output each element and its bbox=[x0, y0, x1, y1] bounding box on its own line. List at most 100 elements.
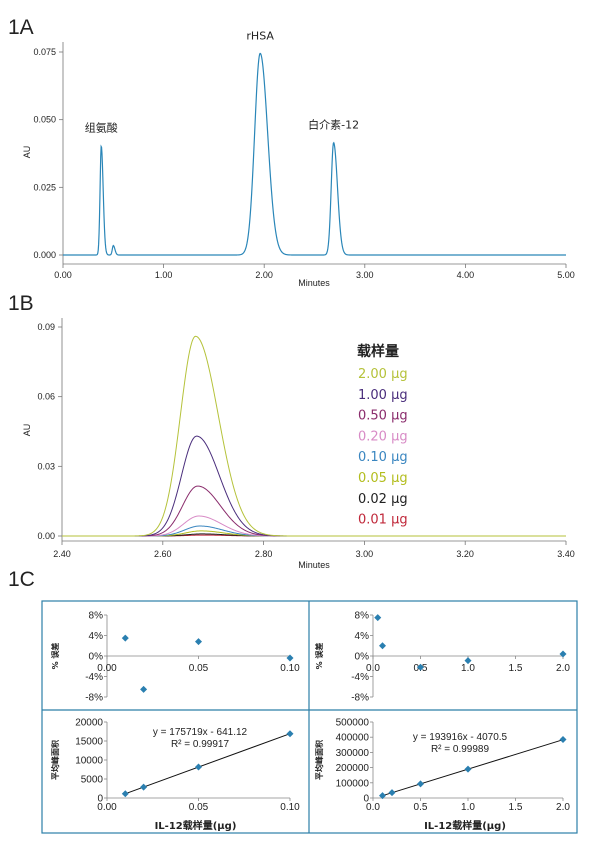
calibration-subchart: 0 100000 200000 300000 400000 500000 0.0 0.5 1.0… bbox=[314, 718, 570, 833]
calibration-subchart: 8% 4% 0% -4% -8% 0.00 0.05 0.10 % 误差 bbox=[50, 611, 300, 704]
data-point-1c bbox=[559, 735, 567, 743]
data-point-1c bbox=[121, 634, 129, 642]
x-tick-label-1c: 2.0 bbox=[556, 663, 570, 674]
x-tick-label-1b: 3.40 bbox=[557, 549, 575, 559]
x-tick-label-1a: 2.00 bbox=[255, 270, 273, 280]
chromatogram-1a: 0.00 1.00 2.00 3.00 4.00 5.00 0.000 0.025 0.050… bbox=[22, 29, 575, 288]
series-line-1b bbox=[62, 530, 566, 537]
peak-label-1a: 组氨酸 bbox=[85, 120, 118, 134]
x-tick-label-1a: 0.00 bbox=[54, 270, 72, 280]
regression-r2: R² = 0.99917 bbox=[171, 739, 230, 750]
legend-item-1b: 2.00 μg bbox=[358, 367, 408, 382]
data-point-1c bbox=[417, 780, 424, 788]
y-tick-label-1c: 8% bbox=[89, 611, 104, 622]
x-tick-label-1c: 0.05 bbox=[189, 663, 209, 674]
data-point-1c bbox=[464, 765, 472, 773]
x-tick-label-1c: 0.5 bbox=[414, 802, 428, 813]
y-tick-label-1c: 300000 bbox=[336, 748, 370, 759]
y-tick-label-1c: 8% bbox=[355, 611, 370, 622]
regression-equation: y = 175719x - 641.12 bbox=[153, 727, 248, 738]
x-tick-label-1c: 0.05 bbox=[189, 802, 209, 813]
x-tick-label-1c: 1.0 bbox=[461, 663, 475, 674]
y-tick-label-1c: 0 bbox=[363, 794, 369, 805]
y-tick-label-1b: 0.00 bbox=[37, 531, 55, 541]
data-point-1c bbox=[195, 638, 202, 646]
data-point-1c bbox=[195, 763, 202, 771]
y-tick-label-1c: 20000 bbox=[75, 718, 103, 729]
data-point-1c bbox=[121, 790, 129, 798]
panel-label-1a: 1A bbox=[8, 16, 34, 39]
y-tick-label-1c: 500000 bbox=[336, 718, 370, 729]
x-tick-label-1c: 0.10 bbox=[280, 802, 300, 813]
y-tick-label-1c: -8% bbox=[85, 693, 103, 704]
legend-item-1b: 0.05 μg bbox=[358, 471, 408, 486]
y-tick-label-1c: 4% bbox=[355, 631, 370, 642]
legend-title-1b: 载样量 bbox=[357, 343, 399, 360]
x-tick-label-1b: 2.60 bbox=[154, 549, 172, 559]
data-point-1c bbox=[559, 650, 567, 658]
panel-label-1c: 1C bbox=[8, 568, 35, 591]
y-tick-label-1c: 400000 bbox=[336, 733, 370, 744]
x-tick-label-1c: 1.0 bbox=[461, 802, 475, 813]
x-tick-label-1a: 4.00 bbox=[457, 270, 475, 280]
calibration-subchart: 8%4%0%-4%-8%0.00.51.01.52.0% 误差 bbox=[314, 611, 570, 704]
y-tick-label-1c: 4% bbox=[89, 631, 104, 642]
peak-label-1a: 白介素-12 bbox=[308, 118, 359, 132]
x-axis-label-1a: Minutes bbox=[298, 278, 330, 288]
series-line-1b bbox=[62, 335, 566, 537]
y-axis-label-1c: 平均峰面积 bbox=[50, 740, 60, 780]
data-point-1c bbox=[379, 792, 386, 800]
peak-label-1a: rHSA bbox=[246, 29, 274, 42]
x-tick-label-1c: 1.5 bbox=[509, 802, 523, 813]
series-line-1b bbox=[62, 435, 566, 537]
y-axis-label-1b: AU bbox=[22, 424, 32, 437]
x-axis-label-1b: Minutes bbox=[298, 560, 330, 570]
y-tick-label-1a: 0.025 bbox=[33, 182, 56, 192]
y-tick-label-1c: 10000 bbox=[75, 756, 103, 767]
y-tick-label-1a: 0.050 bbox=[33, 115, 56, 125]
y-tick-label-1c: 200000 bbox=[336, 763, 370, 774]
legend-item-1b: 0.02 μg bbox=[358, 492, 408, 507]
y-tick-label-1c: 100000 bbox=[336, 778, 370, 789]
x-tick-label-1b: 2.80 bbox=[255, 549, 273, 559]
y-tick-label-1c: -4% bbox=[351, 672, 369, 683]
data-point-1c bbox=[286, 654, 294, 662]
y-tick-label-1b: 0.06 bbox=[37, 392, 55, 402]
trend-line-1c bbox=[381, 739, 564, 797]
data-point-1c bbox=[140, 783, 148, 791]
legend-item-1b: 0.10 μg bbox=[358, 450, 408, 465]
x-tick-label-1c: 1.5 bbox=[509, 663, 523, 674]
x-tick-label-1c: 0.10 bbox=[280, 663, 300, 674]
x-tick-label-1c: 0.00 bbox=[97, 802, 117, 813]
y-tick-label-1b: 0.09 bbox=[37, 322, 55, 332]
y-axis-label-1c: % 误差 bbox=[50, 643, 60, 670]
calibration-subchart: 0 5000 10000 15000 20000 0.00 0.05 0.10 平均峰面积 IL-… bbox=[50, 718, 300, 833]
chromatogram-trace-1a bbox=[63, 52, 566, 256]
x-tick-label-1b: 3.20 bbox=[456, 549, 474, 559]
y-tick-label-1c: -8% bbox=[351, 693, 369, 704]
y-axis-label-1c: % 误差 bbox=[314, 643, 324, 670]
y-tick-label-1b: 0.03 bbox=[37, 461, 55, 471]
series-line-1b bbox=[62, 485, 566, 537]
legend-item-1b: 0.20 μg bbox=[358, 429, 408, 444]
regression-equation: y = 193916x - 4070.5 bbox=[413, 732, 508, 743]
legend-item-1b: 0.50 μg bbox=[358, 409, 408, 424]
data-point-1c bbox=[140, 685, 148, 693]
x-tick-label-1c: 2.0 bbox=[556, 802, 570, 813]
y-tick-label-1a: 0.000 bbox=[33, 250, 56, 260]
trend-line-1c bbox=[124, 733, 291, 795]
data-point-1c bbox=[286, 730, 294, 738]
legend-item-1b: 1.00 μg bbox=[358, 388, 408, 403]
y-tick-label-1c: 0% bbox=[89, 652, 104, 663]
x-tick-label-1a: 1.00 bbox=[155, 270, 173, 280]
x-tick-label-1c: 0.00 bbox=[97, 663, 117, 674]
x-tick-label-1c: 0.0 bbox=[366, 663, 380, 674]
x-tick-label-1b: 2.40 bbox=[53, 549, 71, 559]
chromatogram-1b: 2.40 2.60 2.80 3.00 3.20 3.40 0.00 0.03 0.06 0.0… bbox=[22, 318, 575, 570]
y-axis-label-1a: AU bbox=[22, 146, 32, 159]
x-tick-label-1b: 3.00 bbox=[356, 549, 374, 559]
regression-r2: R² = 0.99989 bbox=[431, 744, 490, 755]
data-point-1c bbox=[464, 657, 472, 665]
y-axis-label-1c: 平均峰面积 bbox=[314, 740, 324, 780]
